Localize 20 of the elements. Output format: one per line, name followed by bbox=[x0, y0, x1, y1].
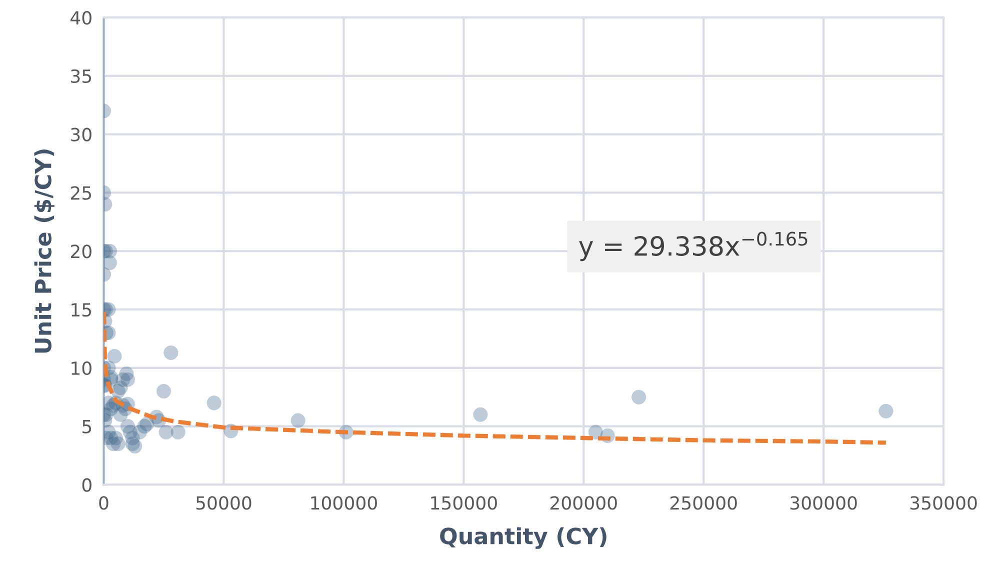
y-tick-label: 10 bbox=[72, 361, 92, 376]
x-tick-label: 50000 bbox=[196, 496, 252, 510]
x-tick-label: 150000 bbox=[431, 496, 497, 510]
y-tick-label: 0 bbox=[82, 478, 92, 492]
y-tick-label: 5 bbox=[82, 420, 92, 434]
x-axis-title: Quantity (CY) bbox=[440, 527, 606, 549]
y-axis-title: Unit Price ($/CY) bbox=[34, 150, 54, 353]
y-tick-label: 40 bbox=[70, 10, 92, 25]
x-tick-label: 0 bbox=[99, 496, 108, 510]
x-tick-label: 100000 bbox=[311, 496, 377, 510]
y-tick-label: 15 bbox=[72, 303, 92, 317]
y-tick-label: 30 bbox=[71, 128, 92, 142]
x-tick-label: 200000 bbox=[550, 496, 617, 510]
x-tick-label: 350000 bbox=[910, 496, 977, 510]
y-tick-label: 20 bbox=[70, 244, 92, 258]
x-tick-label: 250000 bbox=[670, 496, 737, 510]
y-tick-label: 35 bbox=[71, 69, 92, 84]
x-tick-label: 300000 bbox=[790, 496, 857, 510]
annotation: y = 29.338x$^{−0.165}$ bbox=[579, 232, 808, 262]
y-tick-label: 25 bbox=[70, 186, 92, 200]
